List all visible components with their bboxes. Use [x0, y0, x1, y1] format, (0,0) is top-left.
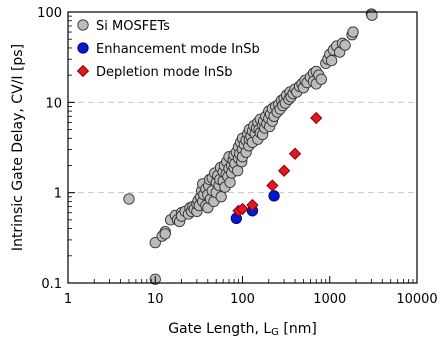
data-point — [215, 191, 227, 203]
legend-label: Si MOSFETs — [96, 19, 170, 34]
y-axis-title: Intrinsic Gate Delay, CV/I [ps] — [10, 44, 26, 251]
legend-marker — [77, 19, 89, 31]
data-point — [236, 202, 249, 216]
series-0 — [123, 8, 378, 285]
data-point — [149, 236, 161, 249]
data-point — [288, 147, 302, 160]
x-axis-title: Gate Length, LG [nm] — [168, 321, 317, 338]
legend-label: Depletion mode InSb — [96, 65, 232, 80]
x-tick-label: 10 — [147, 292, 164, 307]
y-tick-label: 1 — [54, 187, 62, 202]
y-tick-label: 0.1 — [41, 277, 62, 292]
data-point — [224, 176, 236, 189]
data-point — [347, 26, 359, 38]
grid-layer — [68, 101, 417, 194]
legend-marker — [77, 42, 89, 54]
series-2 — [232, 111, 323, 217]
y-tick-label: 10 — [45, 96, 62, 111]
legend: Si MOSFETs Enhancement mode InSb Depletion… — [76, 19, 260, 80]
x-tick-label: 1000 — [313, 292, 346, 307]
data-point — [123, 193, 135, 205]
legend-label: Enhancement mode InSb — [96, 42, 260, 57]
x-tick-label: 100 — [230, 292, 255, 307]
data-point — [339, 39, 351, 51]
points-layer — [123, 8, 378, 285]
data-point — [310, 111, 323, 125]
data-point — [266, 179, 279, 192]
data-point — [159, 228, 171, 240]
x-tick-label: 10000 — [396, 292, 437, 307]
data-point — [268, 190, 280, 202]
legend-marker — [76, 64, 90, 78]
y-tick-label: 100 — [37, 6, 62, 21]
data-point — [315, 73, 327, 85]
data-point — [325, 54, 338, 67]
data-point — [246, 198, 259, 212]
data-point — [277, 164, 291, 177]
data-point — [366, 9, 378, 21]
x-tick-label: 1 — [64, 292, 72, 307]
